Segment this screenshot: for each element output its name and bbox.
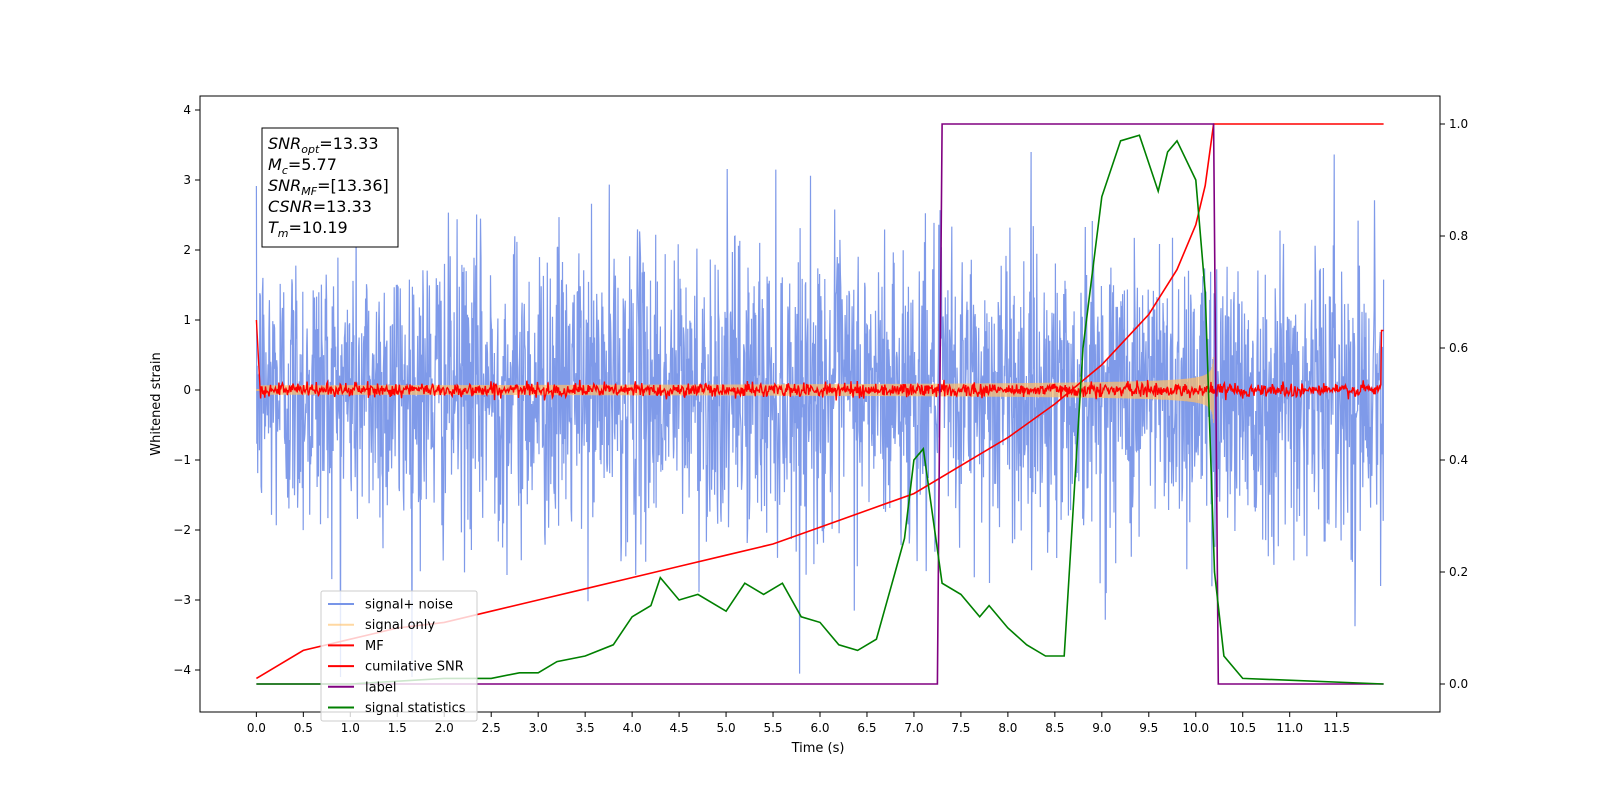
x-tick-label: 7.0 <box>904 721 923 735</box>
y-axis-label-left: Whitened strain <box>149 352 164 455</box>
y-tick-label-left: 2 <box>183 243 191 257</box>
y-tick-label-left: 4 <box>183 103 191 117</box>
annotation-line: Tm=10.19 <box>268 218 348 240</box>
annotation-line: SNRopt=13.33 <box>268 134 379 156</box>
x-tick-label: 6.0 <box>810 721 829 735</box>
x-tick-label: 11.5 <box>1323 721 1350 735</box>
x-tick-label: 2.0 <box>435 721 454 735</box>
x-tick-label: 1.0 <box>341 721 360 735</box>
x-tick-label: 7.5 <box>951 721 970 735</box>
series-signal-statistics <box>256 134 1384 685</box>
y-tick-label-left: −3 <box>173 593 191 607</box>
legend-label: cumilative SNR <box>365 660 464 675</box>
series-mf <box>255 319 1384 401</box>
y-tick-label-right: 0.2 <box>1449 565 1468 579</box>
x-tick-label: 5.5 <box>763 721 782 735</box>
y-tick-label-right: 0.6 <box>1449 341 1468 355</box>
annotation-line: SNRMF=[13.36] <box>268 176 389 198</box>
x-tick-label: 3.0 <box>529 721 548 735</box>
y-tick-label-left: −2 <box>173 523 191 537</box>
legend-label: signal+ noise <box>365 598 453 613</box>
y-tick-label-left: 0 <box>183 383 191 397</box>
legend-label: signal statistics <box>365 701 466 716</box>
y-tick-label-left: 1 <box>183 313 191 327</box>
x-tick-label: 9.5 <box>1139 721 1158 735</box>
y-tick-label-left: −1 <box>173 453 191 467</box>
x-tick-label: 5.0 <box>717 721 736 735</box>
legend-box <box>320 590 478 722</box>
x-tick-label: 3.5 <box>576 721 595 735</box>
x-tick-label: 0.5 <box>294 721 313 735</box>
x-axis-label: Time (s) <box>791 741 845 756</box>
legend-label: signal only <box>365 618 435 633</box>
x-tick-label: 10.5 <box>1229 721 1256 735</box>
x-tick-label: 4.0 <box>623 721 642 735</box>
y-tick-label-right: 1.0 <box>1449 117 1468 131</box>
x-tick-label: 11.0 <box>1276 721 1303 735</box>
legend-label: label <box>365 680 396 695</box>
y-tick-label-left: −4 <box>173 663 191 677</box>
series-label <box>256 123 1384 685</box>
x-tick-label: 9.0 <box>1092 721 1111 735</box>
x-tick-label: 1.5 <box>388 721 407 735</box>
x-tick-label: 4.5 <box>670 721 689 735</box>
series-signal-noise <box>255 151 1385 678</box>
x-tick-label: 0.0 <box>247 721 266 735</box>
x-tick-label: 8.0 <box>998 721 1017 735</box>
x-tick-label: 2.5 <box>482 721 501 735</box>
y-tick-label-right: 0.8 <box>1449 229 1468 243</box>
y-tick-label-right: 0.4 <box>1449 453 1468 467</box>
x-tick-label: 6.5 <box>857 721 876 735</box>
x-tick-label: 8.5 <box>1045 721 1064 735</box>
x-tick-label: 10.0 <box>1182 721 1209 735</box>
annotation-line: Mc=5.77 <box>268 155 337 177</box>
annotation-box <box>261 127 399 248</box>
legend-label: MF <box>365 639 384 654</box>
annotation-line: CSNR=13.33 <box>268 197 372 216</box>
y-tick-label-right: 0.0 <box>1449 677 1468 691</box>
y-tick-label-left: 3 <box>183 173 191 187</box>
